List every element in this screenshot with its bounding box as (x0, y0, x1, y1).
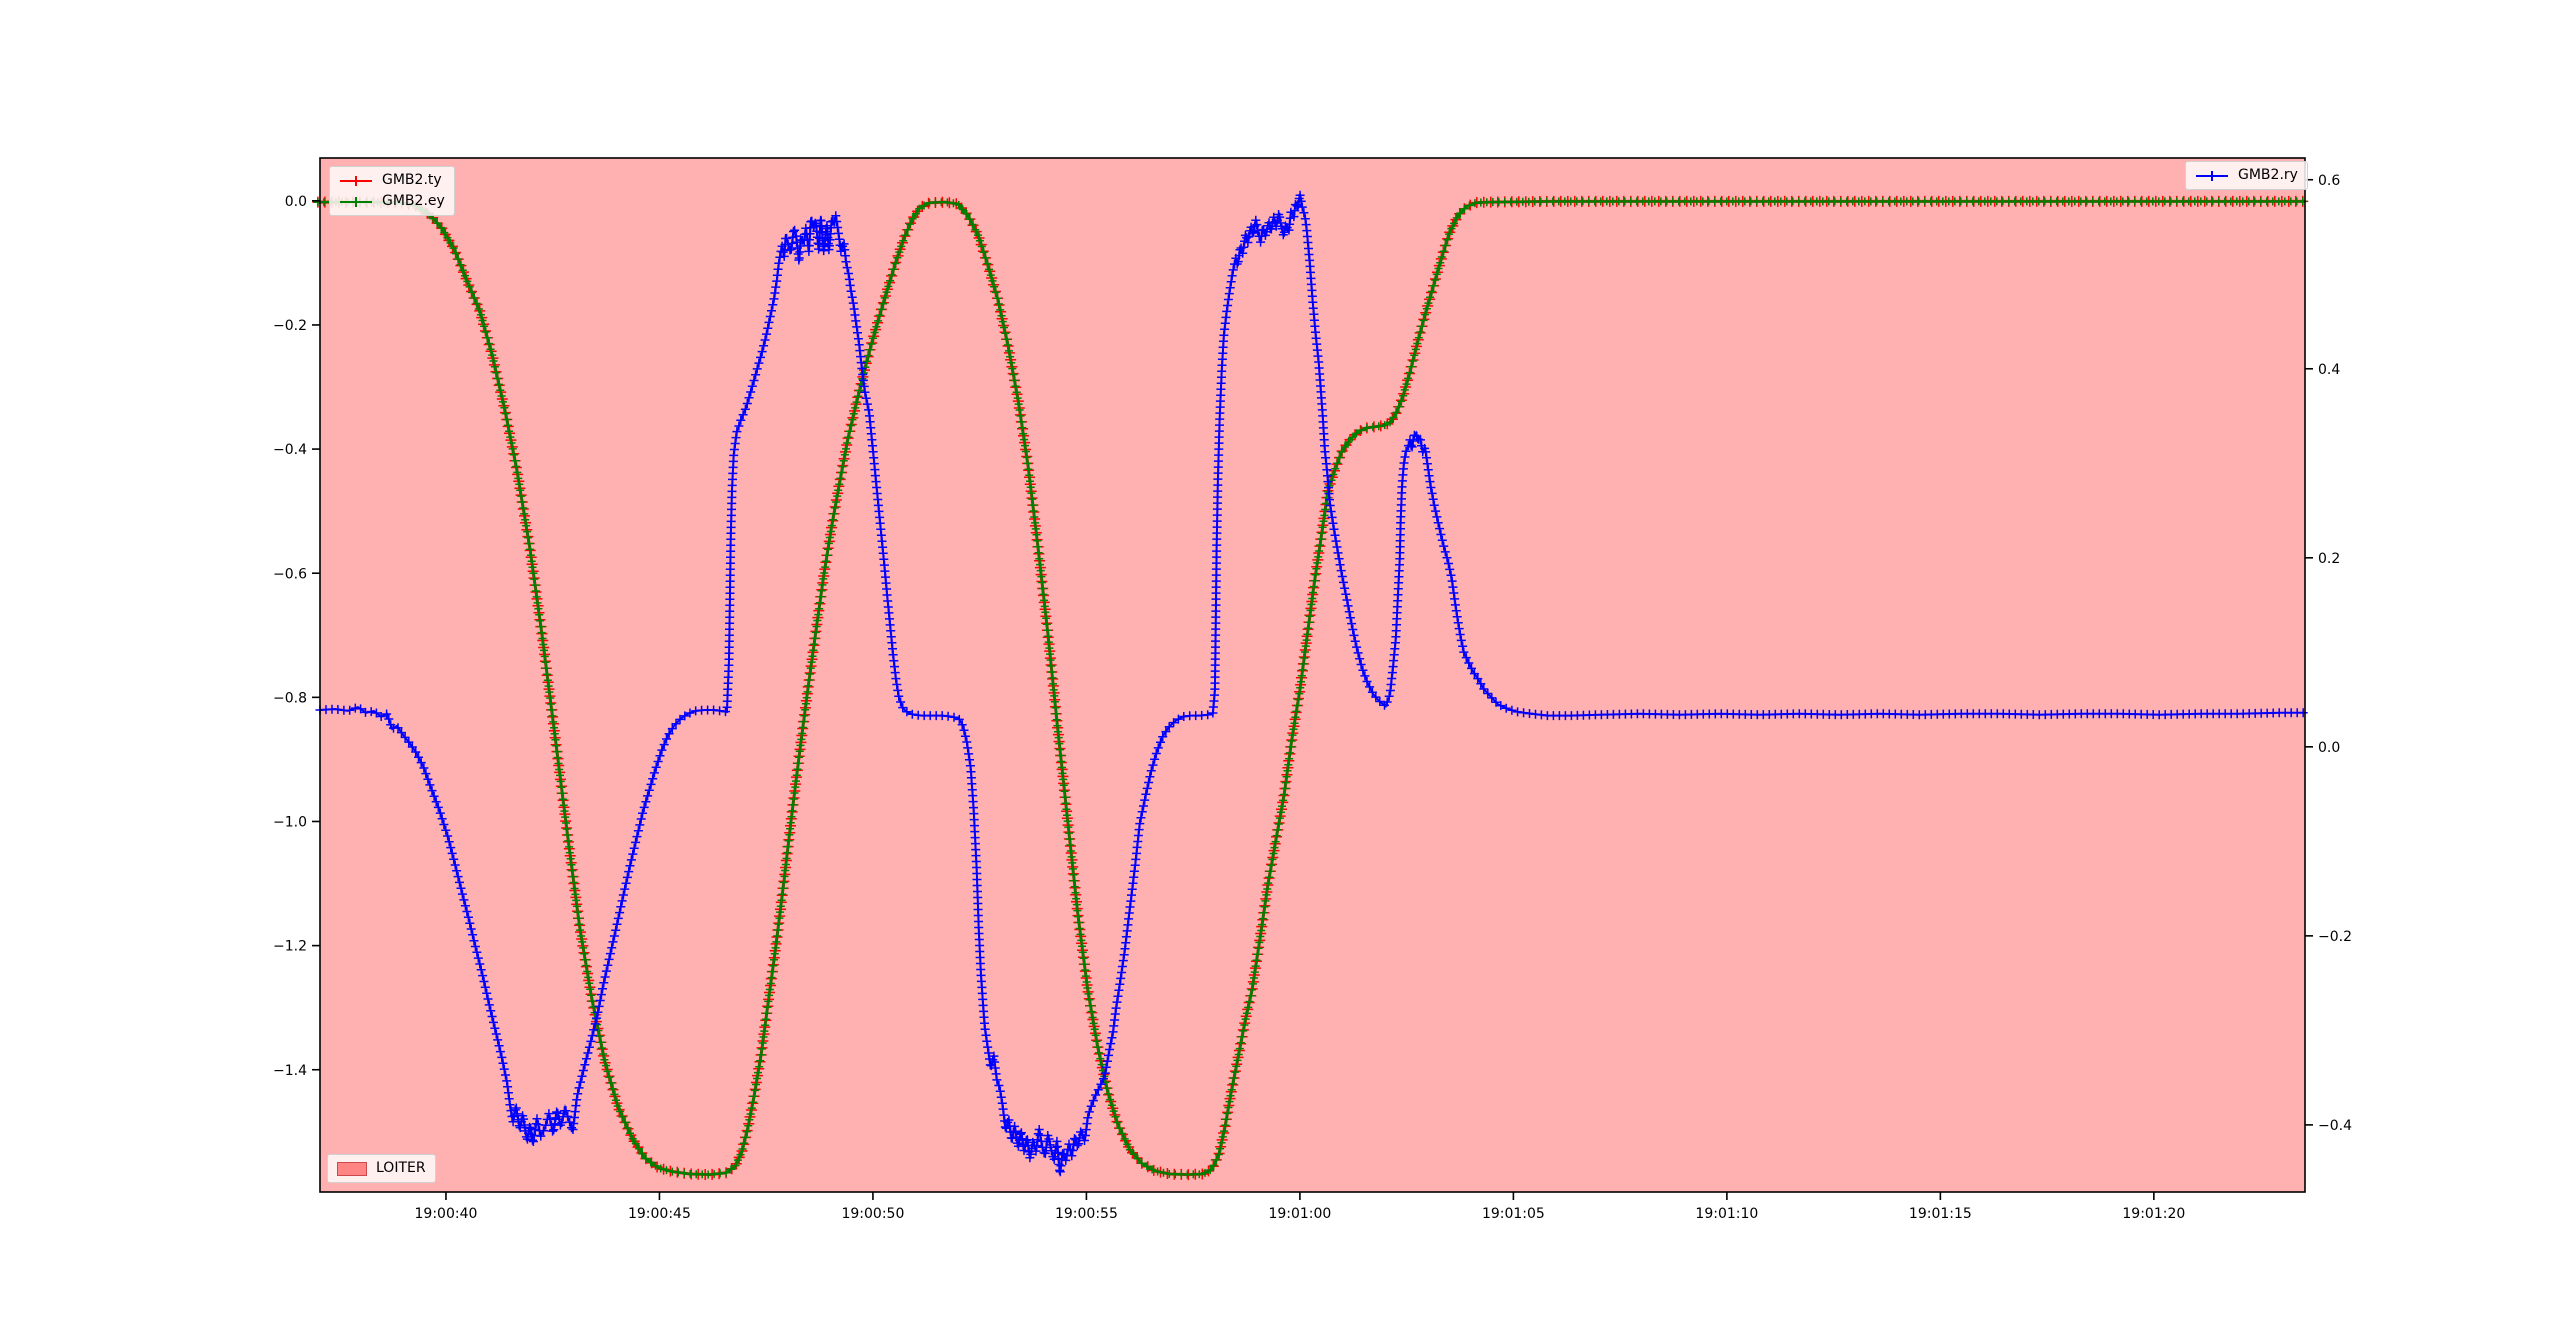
svg-text:−0.2: −0.2 (273, 318, 307, 334)
svg-text:19:01:10: 19:01:10 (1695, 1206, 1758, 1222)
svg-text:19:00:45: 19:00:45 (628, 1206, 691, 1222)
svg-text:−0.8: −0.8 (273, 690, 307, 706)
svg-text:−1.2: −1.2 (273, 939, 307, 955)
region-loiter (320, 158, 2305, 1192)
svg-text:19:00:50: 19:00:50 (841, 1206, 904, 1222)
svg-text:19:00:55: 19:00:55 (1055, 1206, 1118, 1222)
x-axis-ticks: 19:00:40 19:00:45 19:00:50 19:00:55 19:01:00… (415, 1192, 2185, 1222)
series-GMB2.ey (313, 197, 2307, 1179)
legend-item-gmb2-ty: GMB2.ty (339, 171, 445, 190)
svg-text:19:01:00: 19:01:00 (1268, 1206, 1331, 1222)
svg-text:19:01:15: 19:01:15 (1909, 1206, 1972, 1222)
left-axis-ticks: 0.0 −0.2 −0.4 −0.6 −0.8 −1.0 −1.2 −1.4 (273, 194, 320, 1079)
svg-text:−0.2: −0.2 (2318, 929, 2352, 945)
right-axis-ticks: 0.6 0.4 0.2 0.0 −0.2 −0.4 (2305, 173, 2352, 1134)
legend-bottom-left: LOITER (327, 1154, 436, 1183)
axes-frame (319, 157, 2306, 1193)
svg-text:19:00:40: 19:00:40 (415, 1206, 478, 1222)
svg-text:19:01:20: 19:01:20 (2122, 1206, 2185, 1222)
legend-label: LOITER (376, 1160, 426, 1176)
legend-item-gmb2-ry: GMB2.ry (2195, 166, 2298, 185)
svg-text:−0.4: −0.4 (2318, 1118, 2352, 1134)
svg-text:−1.4: −1.4 (273, 1063, 307, 1079)
blue-line-plus-icon (2195, 170, 2229, 182)
red-line-plus-icon (339, 175, 373, 187)
legend-label: GMB2.ty (382, 172, 442, 188)
green-line-plus-icon (339, 196, 373, 208)
svg-text:0.4: 0.4 (2318, 362, 2340, 378)
legend-label: GMB2.ey (382, 193, 445, 209)
legend-item-gmb2-ey: GMB2.ey (339, 192, 445, 211)
legend-top-left: GMB2.ty GMB2.ey (329, 166, 455, 216)
series-GMB2.ry (315, 190, 2308, 1177)
svg-text:−0.4: −0.4 (273, 442, 307, 458)
svg-text:0.0: 0.0 (2318, 740, 2340, 756)
legend-label: GMB2.ry (2238, 167, 2298, 183)
svg-text:0.6: 0.6 (2318, 173, 2340, 189)
svg-text:0.2: 0.2 (2318, 551, 2340, 567)
legend-top-right: GMB2.ry (2185, 161, 2308, 190)
svg-text:−0.6: −0.6 (273, 566, 307, 582)
legend-item-loiter: LOITER (337, 1159, 426, 1178)
svg-text:19:01:05: 19:01:05 (1482, 1206, 1545, 1222)
svg-text:0.0: 0.0 (285, 194, 307, 210)
loiter-region-patch-icon (337, 1161, 367, 1176)
svg-text:−1.0: −1.0 (273, 815, 307, 831)
